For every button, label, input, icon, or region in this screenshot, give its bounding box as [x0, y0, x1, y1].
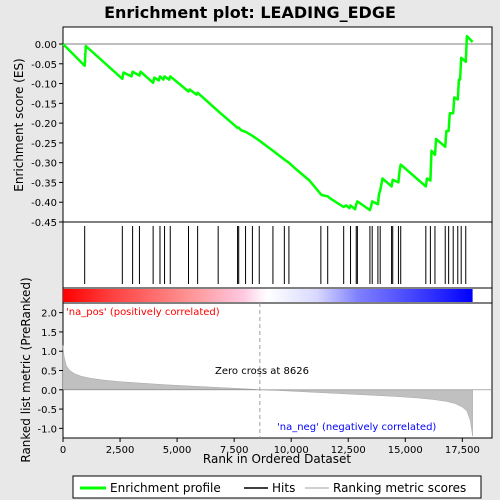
es-axis-label: Enrichment score (ES): [12, 58, 26, 191]
rank-ytick-label-6: -1.0: [37, 424, 57, 435]
rank-ytick-label-1: 1.5: [41, 328, 57, 339]
na-neg-label: 'na_neg' (negatively correlated): [277, 422, 436, 433]
chart-title: Enrichment plot: LEADING_EDGE: [104, 3, 396, 22]
legend-box: [72, 475, 482, 499]
zero-cross-label: Zero cross at 8626: [215, 366, 309, 377]
es-ytick-label-0: 0.00: [35, 40, 57, 51]
rank-ytick-label-3: 0.5: [41, 367, 57, 378]
es-ytick-label-4: -0.20: [31, 119, 57, 130]
es-ytick-label-9: -0.45: [31, 218, 57, 229]
rank-ytick-label-5: -0.5: [37, 405, 57, 416]
es-profile-line: [62, 34, 474, 212]
es-ytick-label-5: -0.25: [31, 139, 57, 150]
hit-lines: [84, 226, 467, 284]
rank-ytick-label-4: 0.0: [41, 386, 57, 397]
legend-label-hits: Hits: [272, 481, 295, 495]
axes: 0.00-0.05-0.10-0.15-0.20-0.25-0.30-0.35-…: [31, 40, 480, 456]
xtick-label-7: 17,500: [445, 445, 480, 456]
xtick-label-0: 0: [60, 445, 66, 456]
es-ytick-label-7: -0.35: [31, 178, 57, 189]
rank-ytick-label-2: 1.0: [41, 347, 57, 358]
colorbar-fill: [63, 289, 473, 302]
ranking-axis-label: Ranked list metric (PreRanked): [19, 277, 33, 462]
legend-label-enrichment: Enrichment profile: [110, 481, 221, 495]
xtick-label-4: 10,000: [274, 445, 309, 456]
hits-panel: [62, 221, 493, 289]
xtick-label-6: 15,000: [388, 445, 423, 456]
enrichment-panel: [62, 26, 493, 223]
xtick-label-2: 5,000: [163, 445, 192, 456]
enrichment-profile: [62, 34, 492, 212]
xtick-label-3: 7,500: [220, 445, 249, 456]
rank-ytick-label-0: 2.0: [41, 309, 57, 320]
xtick-label-1: 2,500: [106, 445, 135, 456]
ranking-panel: [62, 302, 493, 439]
es-ytick-label-2: -0.10: [31, 80, 57, 91]
legend: Enrichment profile Hits Ranking metric s…: [72, 475, 482, 499]
na-pos-label: 'na_pos' (positively correlated): [66, 307, 220, 318]
legend-label-ranking: Ranking metric scores: [333, 481, 466, 495]
es-ytick-label-6: -0.30: [31, 159, 57, 170]
ranking-metric-area: [62, 303, 492, 438]
rank-colorbar: [63, 289, 473, 302]
es-ytick-label-8: -0.40: [31, 198, 57, 209]
es-ytick-label-1: -0.05: [31, 60, 57, 71]
es-ytick-label-3: -0.15: [31, 99, 57, 110]
xtick-label-5: 12,500: [331, 445, 366, 456]
x-axis-label: Rank in Ordered Dataset: [203, 452, 351, 466]
